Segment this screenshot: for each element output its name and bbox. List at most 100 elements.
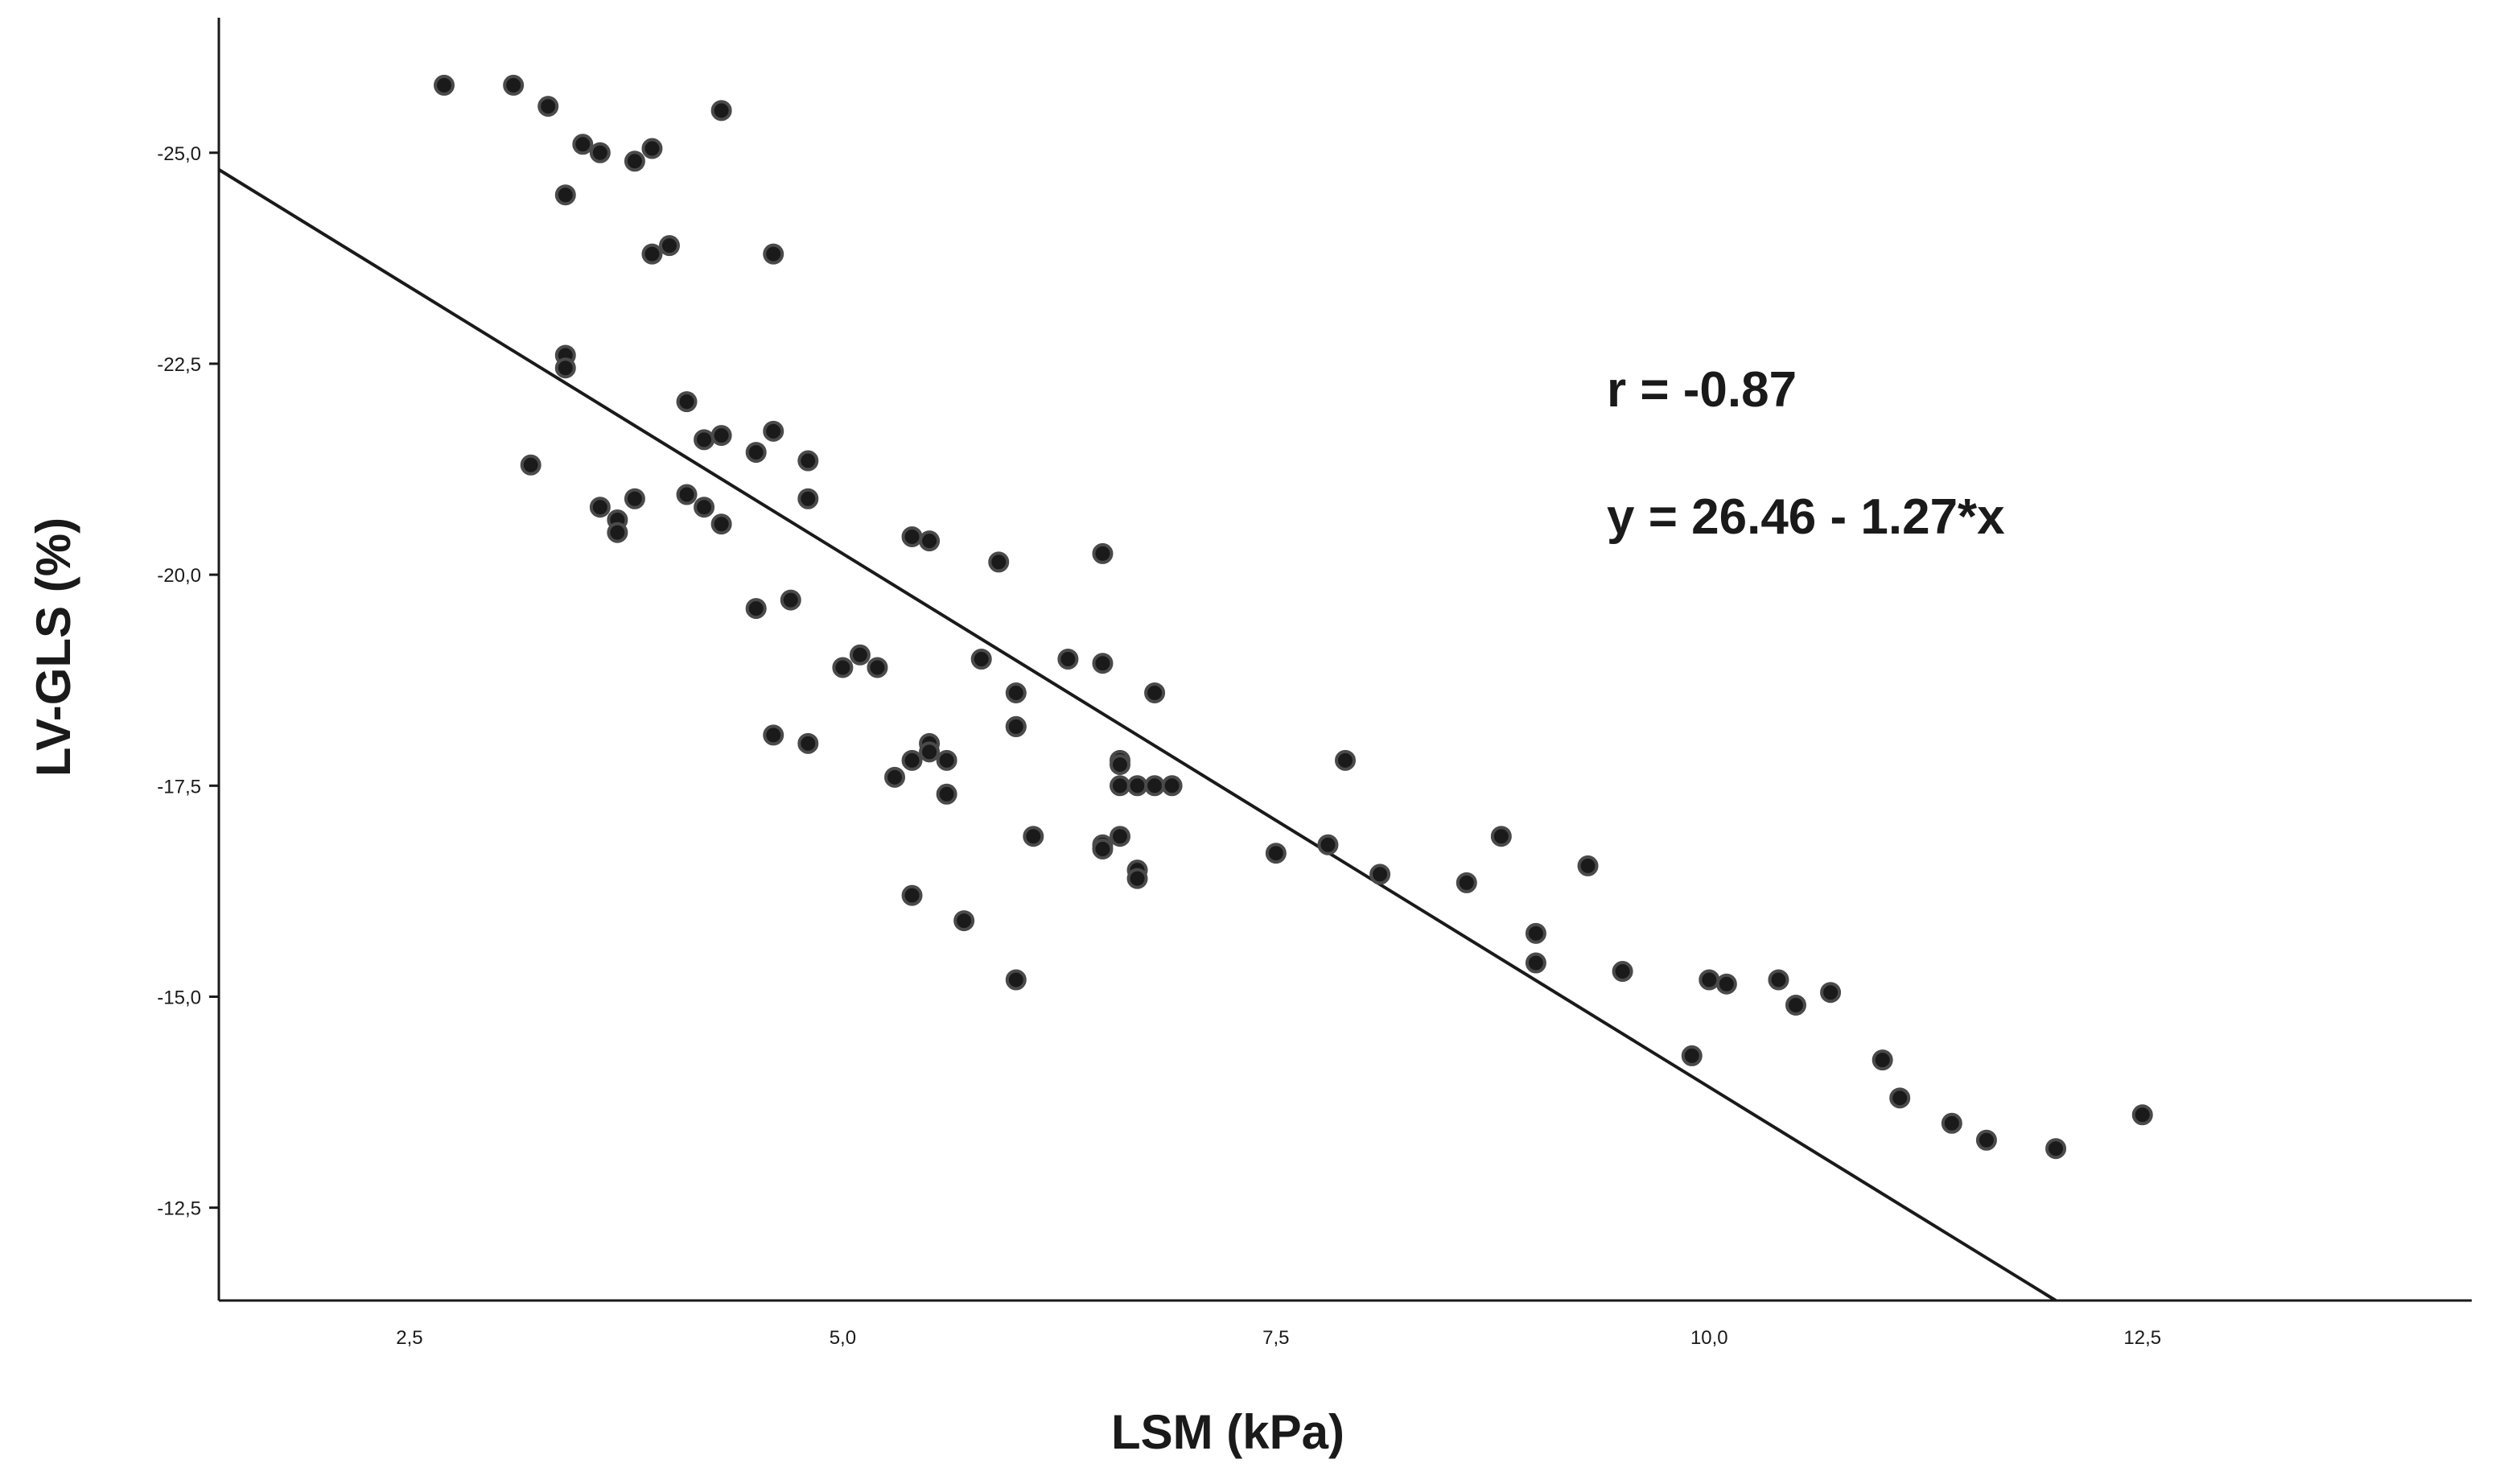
- y-tick-label: -20,0: [157, 565, 201, 587]
- data-point: [1092, 542, 1114, 564]
- data-point: [572, 134, 594, 155]
- data-point: [1768, 969, 1789, 991]
- data-point: [763, 243, 784, 265]
- y-tick-label: -25,0: [157, 143, 201, 165]
- data-point: [1699, 969, 1720, 991]
- data-point: [2045, 1138, 2067, 1160]
- data-point: [832, 657, 854, 678]
- data-point: [589, 142, 611, 163]
- data-point: [1110, 826, 1130, 847]
- data-point: [607, 521, 628, 543]
- y-axis-title: LV-GLS (%): [27, 517, 80, 777]
- data-point: [676, 391, 698, 413]
- data-point: [710, 100, 732, 122]
- data-point: [1715, 973, 1737, 995]
- x-tick-label: 10,0: [1690, 1327, 1728, 1349]
- data-point: [763, 724, 784, 746]
- data-point: [1057, 649, 1079, 670]
- x-tick-label: 7,5: [1262, 1327, 1289, 1349]
- data-point: [797, 732, 819, 754]
- y-axis-ticks: -25,0 -22,5 -20,0 -17,5 -15,0 -12,5: [157, 143, 219, 1220]
- data-point: [1092, 653, 1114, 674]
- data-point: [710, 513, 732, 535]
- data-point: [1005, 682, 1027, 703]
- data-point: [520, 454, 541, 476]
- data-point: [1820, 982, 1842, 1004]
- data-point: [1023, 826, 1044, 847]
- data-point: [1092, 838, 1114, 859]
- data-point: [589, 497, 611, 518]
- data-point: [988, 551, 1010, 573]
- data-point: [1369, 864, 1391, 885]
- data-point: [849, 644, 871, 666]
- x-axis-title: LSM (kPa): [1111, 1405, 1344, 1459]
- data-point: [1335, 749, 1356, 771]
- data-point: [503, 74, 525, 96]
- data-point: [434, 74, 455, 96]
- data-point: [763, 420, 784, 442]
- data-point: [780, 589, 801, 611]
- data-point: [1871, 1049, 1893, 1071]
- y-tick-label: -22,5: [157, 354, 201, 376]
- data-point: [1005, 715, 1027, 737]
- data-point: [745, 442, 767, 464]
- data-points: [434, 74, 2153, 1160]
- data-point: [1005, 969, 1027, 991]
- data-point: [1889, 1087, 1911, 1109]
- y-tick-label: -17,5: [157, 776, 201, 798]
- data-point: [901, 749, 923, 771]
- data-point: [1144, 682, 1166, 703]
- data-point: [936, 749, 957, 771]
- x-tick-label: 12,5: [2123, 1327, 2161, 1349]
- data-point: [1317, 834, 1339, 855]
- data-point: [694, 497, 715, 518]
- y-tick-label: -15,0: [157, 987, 201, 1008]
- data-point: [919, 530, 941, 552]
- data-point: [884, 766, 905, 788]
- data-point: [641, 243, 663, 265]
- correlation-annotation: r = -0.87: [1607, 362, 1797, 418]
- data-point: [554, 184, 576, 206]
- data-point: [1681, 1045, 1703, 1066]
- x-axis-ticks: 2,5 5,0 7,5 10,0 12,5: [396, 1327, 2161, 1349]
- data-point: [1126, 775, 1148, 797]
- data-point: [901, 884, 923, 906]
- data-point: [1941, 1112, 1962, 1134]
- data-point: [537, 96, 559, 117]
- data-point: [901, 526, 923, 547]
- data-point: [1975, 1129, 1997, 1151]
- data-point: [1785, 994, 1806, 1016]
- data-point: [1110, 754, 1130, 776]
- data-point: [1161, 775, 1183, 797]
- data-point: [1577, 855, 1599, 876]
- data-point: [1456, 872, 1477, 893]
- x-tick-label: 2,5: [396, 1327, 422, 1349]
- equation-annotation: y = 26.46 - 1.27*x: [1607, 489, 2005, 545]
- data-point: [659, 235, 680, 257]
- data-point: [867, 657, 888, 678]
- data-point: [1126, 868, 1148, 889]
- data-point: [919, 741, 941, 763]
- regression-line: [217, 168, 2057, 1302]
- data-point: [797, 450, 819, 472]
- data-point: [624, 150, 645, 172]
- data-point: [1144, 775, 1166, 797]
- data-point: [694, 429, 715, 451]
- data-point: [1110, 775, 1130, 797]
- data-point: [953, 910, 975, 932]
- data-point: [1265, 843, 1287, 864]
- data-point: [1525, 922, 1546, 944]
- data-point: [1612, 961, 1633, 983]
- data-point: [710, 425, 732, 447]
- data-point: [970, 649, 992, 670]
- data-point: [1525, 952, 1546, 974]
- data-point: [745, 598, 767, 620]
- data-point: [797, 488, 819, 509]
- data-point: [676, 484, 698, 505]
- data-point: [641, 138, 663, 159]
- y-tick-label: -12,5: [157, 1198, 201, 1220]
- data-point: [624, 488, 645, 509]
- x-tick-label: 5,0: [830, 1327, 856, 1349]
